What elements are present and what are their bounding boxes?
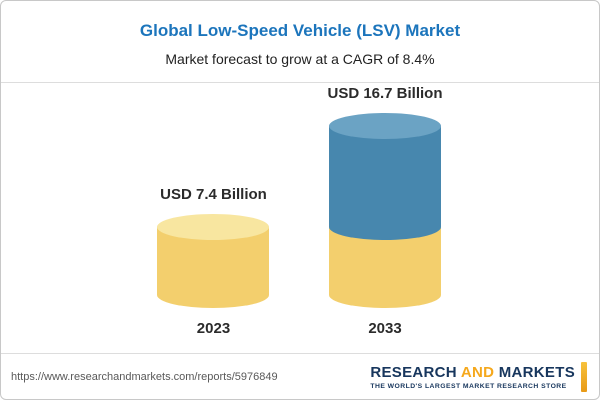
cylinder-bar-2033 bbox=[329, 113, 441, 308]
cylinder-bottom-segment-2033 bbox=[329, 227, 441, 308]
cylinder-top-2023 bbox=[157, 214, 270, 240]
research-and-markets-logo: RESEARCH AND MARKETS THE WORLD'S LARGEST… bbox=[370, 361, 587, 392]
header-divider bbox=[1, 82, 599, 83]
cylinder-bar-2023 bbox=[157, 214, 270, 308]
category-label-2033: 2033 bbox=[368, 320, 402, 337]
footer: https://www.researchandmarkets.com/repor… bbox=[1, 353, 599, 399]
logo-word-research: RESEARCH bbox=[370, 363, 457, 381]
value-label-2023: USD 7.4 Billion bbox=[160, 186, 267, 203]
chart-header: Global Low-Speed Vehicle (LSV) Market Ma… bbox=[1, 1, 599, 83]
chart-subtitle: Market forecast to grow at a CAGR of 8.4… bbox=[165, 51, 435, 67]
logo-text: RESEARCH AND MARKETS THE WORLD'S LARGEST… bbox=[370, 364, 575, 390]
logo-accent-bar bbox=[581, 361, 587, 392]
bar-group-2033: USD 16.7 Billion 2033 bbox=[327, 85, 442, 337]
cylinder-top-segment-2033 bbox=[329, 126, 441, 240]
cylinder-body-2023 bbox=[157, 227, 270, 308]
logo-word-and: AND bbox=[460, 363, 495, 381]
cylinder-top-2033 bbox=[329, 113, 441, 139]
chart-area: USD 7.4 Billion 2023 USD 16.7 Billion 20… bbox=[1, 83, 599, 353]
value-label-2033: USD 16.7 Billion bbox=[327, 85, 443, 102]
source-url[interactable]: https://www.researchandmarkets.com/repor… bbox=[11, 370, 278, 383]
logo-word-markets: MARKETS bbox=[498, 363, 575, 381]
bar-group-2023: USD 7.4 Billion 2023 bbox=[157, 186, 270, 337]
chart-title: Global Low-Speed Vehicle (LSV) Market bbox=[139, 21, 461, 40]
category-label-2023: 2023 bbox=[196, 320, 231, 337]
logo-tagline: THE WORLD'S LARGEST MARKET RESEARCH STOR… bbox=[370, 382, 567, 390]
logo-wordmark: RESEARCH AND MARKETS bbox=[370, 364, 575, 381]
